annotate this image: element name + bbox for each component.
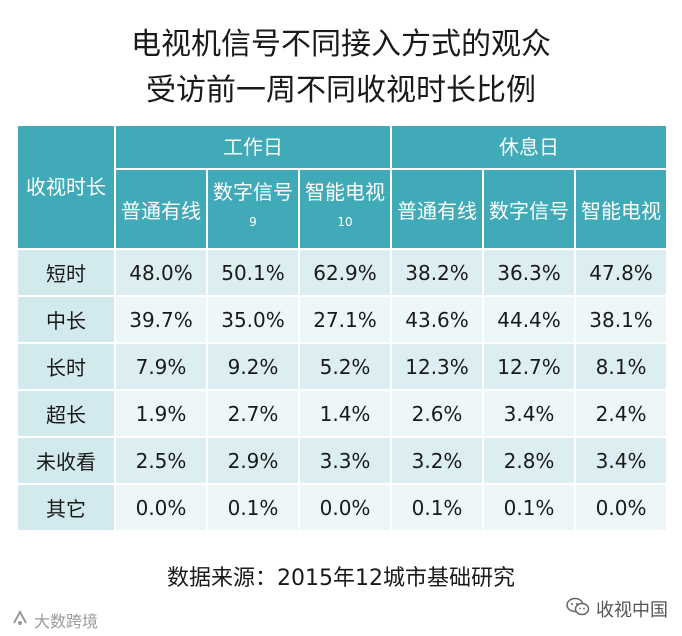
column-header: 智能电视 <box>574 168 669 250</box>
data-table: 收视时长 工作日 休息日 普通有线 数字信号9 智能电视10 普通有线 数字信号… <box>16 124 669 532</box>
table-cell: 3.2% <box>390 436 485 485</box>
table-cell: 3.4% <box>574 436 669 485</box>
table-cell: 50.1% <box>206 248 300 297</box>
watermark-logo-icon <box>10 609 30 631</box>
watermark-left-text: 大数跨境 <box>34 612 99 631</box>
table-cell: 0.1% <box>482 483 577 532</box>
group-header-workday: 工作日 <box>113 124 393 170</box>
table-cell: 0.1% <box>206 483 300 532</box>
group-header-weekend: 休息日 <box>390 124 669 170</box>
table-cell: 8.1% <box>574 342 669 391</box>
table-cell: 2.9% <box>206 436 300 485</box>
table-row: 未收看 2.5% 2.9% 3.3% 3.2% 2.8% 3.4% <box>16 436 669 485</box>
table-cell: 62.9% <box>297 248 393 297</box>
table-cell: 47.8% <box>574 248 669 297</box>
data-source-note: 数据来源：2015年12城市基础研究 <box>167 566 515 591</box>
table-cell: 38.1% <box>574 295 669 344</box>
table-cell: 27.1% <box>297 295 393 344</box>
table-row: 超长 1.9% 2.7% 1.4% 2.6% 3.4% 2.4% <box>16 389 669 438</box>
table-cell: 5.2% <box>297 342 393 391</box>
table-row: 中长 39.7% 35.0% 27.1% 43.6% 44.4% 38.1% <box>16 295 669 344</box>
column-header: 普通有线 <box>390 168 485 250</box>
table-cell: 44.4% <box>482 295 577 344</box>
row-header-cell: 收视时长 <box>16 124 116 250</box>
table-cell: 43.6% <box>390 295 485 344</box>
column-header: 数字信号9 <box>206 168 300 250</box>
row-label: 其它 <box>16 483 116 532</box>
column-header: 智能电视10 <box>297 168 393 250</box>
table-cell: 7.9% <box>114 342 208 391</box>
table-cell: 2.7% <box>206 389 300 438</box>
table-cell: 0.0% <box>297 483 393 532</box>
table-cell: 2.4% <box>574 389 669 438</box>
title-line-1: 电视机信号不同接入方式的观众 <box>131 27 551 62</box>
table-cell: 36.3% <box>482 248 577 297</box>
table-cell: 1.9% <box>114 389 208 438</box>
table-cell: 39.7% <box>114 295 208 344</box>
title-line-2: 受访前一周不同收视时长比例 <box>146 73 536 108</box>
chart-title: 电视机信号不同接入方式的观众 受访前一周不同收视时长比例 <box>0 22 682 114</box>
table-cell: 0.0% <box>114 483 208 532</box>
table-cell: 9.2% <box>206 342 300 391</box>
row-label: 长时 <box>16 342 116 391</box>
table-cell: 48.0% <box>114 248 208 297</box>
wechat-icon <box>566 597 590 622</box>
watermark-left: 大数跨境 <box>10 608 98 632</box>
table-cell: 0.0% <box>574 483 669 532</box>
table-cell: 12.7% <box>482 342 577 391</box>
table-cell: 12.3% <box>390 342 485 391</box>
table-body: 短时 48.0% 50.1% 62.9% 38.2% 36.3% 47.8% 中长 39.7% 3… <box>16 248 669 532</box>
row-label: 超长 <box>16 389 116 438</box>
table-cell: 2.6% <box>390 389 485 438</box>
table-cell: 3.3% <box>297 436 393 485</box>
column-header: 数字信号 <box>482 168 577 250</box>
table-cell: 2.5% <box>114 436 208 485</box>
table-cell: 3.4% <box>482 389 577 438</box>
table-row: 其它 0.0% 0.1% 0.0% 0.1% 0.1% 0.0% <box>16 483 669 532</box>
table-cell: 1.4% <box>297 389 393 438</box>
table-cell: 2.8% <box>482 436 577 485</box>
table-cell: 38.2% <box>390 248 485 297</box>
table-row: 长时 7.9% 9.2% 5.2% 12.3% 12.7% 8.1% <box>16 342 669 391</box>
watermark-right-text: 收视中国 <box>596 600 668 621</box>
row-label: 未收看 <box>16 436 116 485</box>
watermark-right: 收视中国 <box>566 596 668 622</box>
column-header: 普通有线 <box>114 168 208 250</box>
table-row: 短时 48.0% 50.1% 62.9% 38.2% 36.3% 47.8% <box>16 248 669 297</box>
table-cell: 0.1% <box>390 483 485 532</box>
row-label: 中长 <box>16 295 116 344</box>
row-label: 短时 <box>16 248 116 297</box>
table-cell: 35.0% <box>206 295 300 344</box>
